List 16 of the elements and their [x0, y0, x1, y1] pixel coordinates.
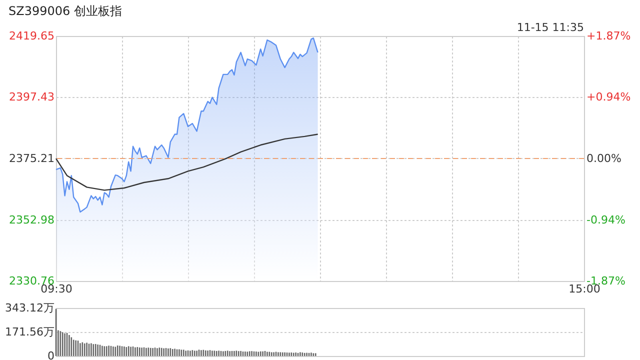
x-tick-label: 15:00	[568, 282, 600, 296]
chart-title: SZ399006 创业板指	[8, 4, 122, 18]
line-series	[55, 134, 318, 191]
y2-tick-label: +0.94%	[586, 90, 631, 104]
x-tick-label: 09:30	[40, 282, 72, 296]
y2-tick-label: 0.00%	[586, 152, 622, 165]
text: 11-15 11:35	[516, 21, 584, 34]
y2-tick-label: +1.87%	[586, 30, 631, 42]
y2-tick-label: -0.94%	[586, 214, 626, 227]
y-tick-label: 2397.43	[9, 90, 54, 104]
y-tick-label: 0	[48, 350, 54, 360]
y-tick-label: 171.56万	[5, 326, 54, 338]
y-tick-label: 2375.21	[9, 152, 54, 165]
y-tick-label: 343.12万	[5, 302, 54, 314]
y-tick-label: 2352.98	[9, 213, 54, 226]
y-tick-label: 2419.65	[9, 30, 54, 42]
